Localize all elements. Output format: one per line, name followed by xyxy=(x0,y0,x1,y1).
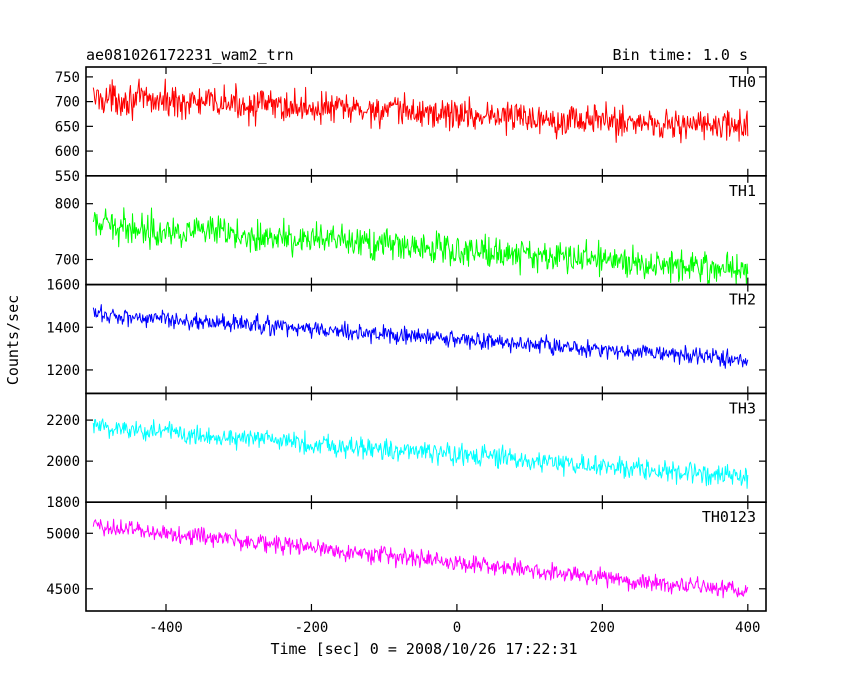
panel-label: TH0123 xyxy=(702,508,756,526)
panel-frame xyxy=(85,501,767,612)
series-th3 xyxy=(92,418,749,489)
y-tick-label: 550 xyxy=(55,169,80,185)
panel-label: TH1 xyxy=(729,182,756,200)
x-axis: -400 -200 0 200 400 xyxy=(149,620,760,636)
series-th1 xyxy=(92,207,749,286)
panel-frame xyxy=(85,66,767,177)
y-tick-label: 600 xyxy=(55,144,80,160)
panel-th0: 550 600 650 700 750 TH0 xyxy=(55,66,767,185)
panel-th0123: 4500 5000 TH0123 xyxy=(46,501,767,612)
y-tick-label: 2000 xyxy=(46,454,80,470)
x-tick-label: -400 xyxy=(149,620,183,636)
chart-title: ae081026172231_wam2_trn xyxy=(86,46,294,64)
x-tick-label: 200 xyxy=(590,620,615,636)
panel-label: TH2 xyxy=(729,291,756,309)
y-tick-label: 4500 xyxy=(46,582,80,598)
panel-th3: 1800 2000 2200 TH3 xyxy=(46,392,767,511)
panel-label: TH0 xyxy=(729,73,756,91)
panel-frame xyxy=(85,392,767,503)
x-tick-label: 400 xyxy=(735,620,760,636)
y-tick-label: 1800 xyxy=(46,495,80,511)
panel-th2: 1200 1400 1600 TH2 xyxy=(46,278,767,395)
x-tick-label: 0 xyxy=(453,620,461,636)
y-tick-label: 700 xyxy=(55,95,80,111)
y-tick-label: 1400 xyxy=(46,320,80,336)
x-tick-label: -200 xyxy=(295,620,329,636)
bin-time-label: Bin time: 1.0 s xyxy=(613,46,748,64)
panel-label: TH3 xyxy=(729,399,756,417)
y-tick-label: 1600 xyxy=(46,278,80,294)
y-tick-label: 750 xyxy=(55,70,80,86)
y-tick-label: 1200 xyxy=(46,363,80,379)
series-th0 xyxy=(92,78,749,144)
y-tick-label: 650 xyxy=(55,119,80,135)
y-tick-label: 2200 xyxy=(46,413,80,429)
y-tick-label: 700 xyxy=(55,252,80,268)
series-th2 xyxy=(92,304,749,369)
series-th0123 xyxy=(92,518,749,599)
y-tick-label: 800 xyxy=(55,197,80,213)
panels-group: 550 600 650 700 750 TH0 700 800 TH1 1200 1400 1600 T… xyxy=(46,66,767,612)
y-axis-label: Counts/sec xyxy=(4,295,22,385)
x-axis-label: Time [sec] 0 = 2008/10/26 17:22:31 xyxy=(270,640,577,658)
panel-th1: 700 800 TH1 xyxy=(55,175,767,286)
y-tick-label: 5000 xyxy=(46,526,80,542)
